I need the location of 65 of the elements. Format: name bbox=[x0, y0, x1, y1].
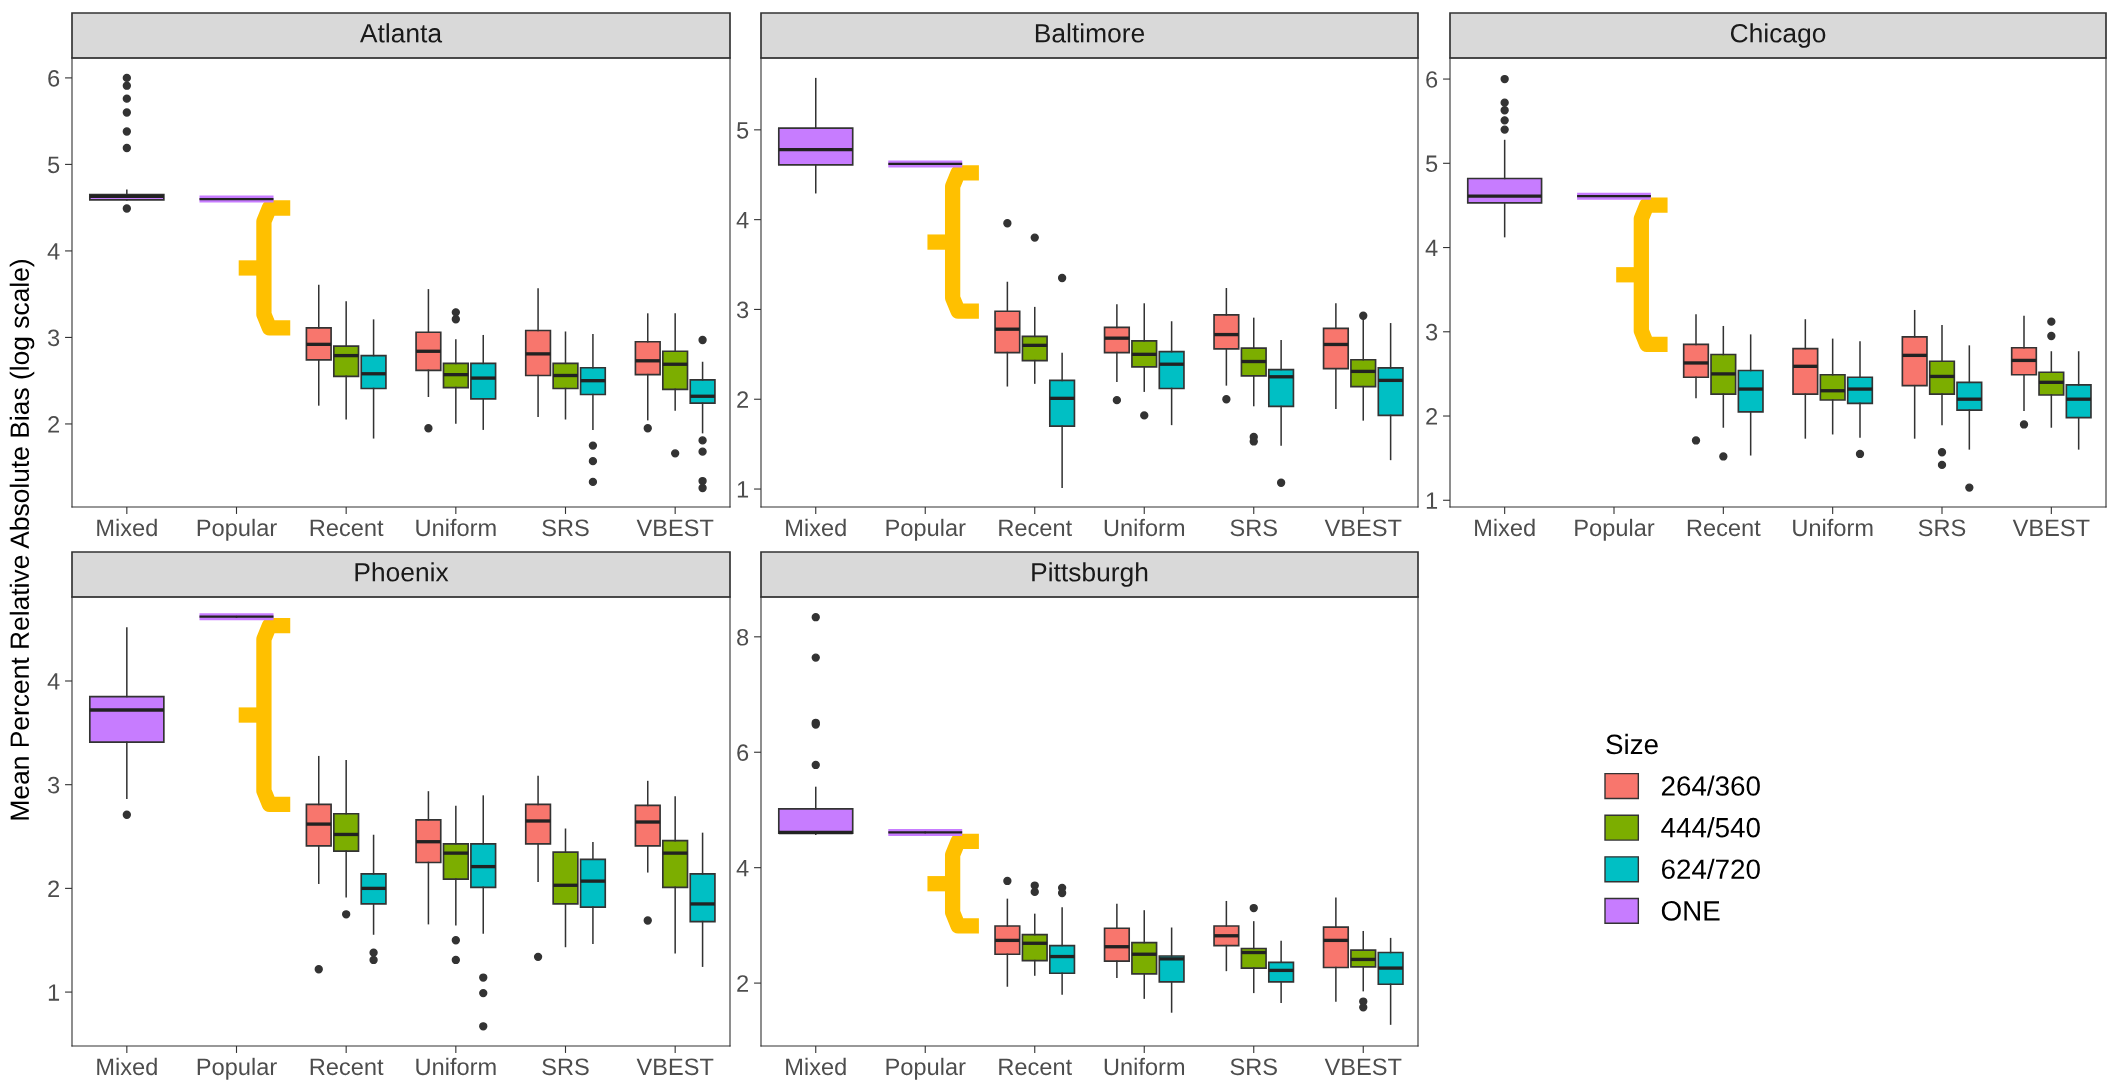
y-tick-label: 5 bbox=[737, 122, 749, 139]
y-tick-label: 2 bbox=[1426, 408, 1438, 425]
x-tick-label: Mixed bbox=[97, 518, 157, 537]
x-tick-label: Recent bbox=[310, 519, 384, 537]
x-tick-label: VBEST bbox=[2012, 519, 2090, 537]
chart-title: Chicago bbox=[1730, 23, 1826, 48]
y-tick-label: 1 bbox=[737, 481, 749, 498]
x-tick-label: Mixed bbox=[786, 518, 846, 537]
y-tick-label: 2 bbox=[48, 416, 60, 433]
y-axis-title: Mean Percent Relative Absolute Bias (log scale) bbox=[9, 260, 35, 820]
x-tick-label: SRS bbox=[1230, 1058, 1277, 1076]
y-tick-label: 3 bbox=[47, 329, 60, 347]
chart-title: Atlanta bbox=[359, 23, 443, 43]
y-tick-label: 6 bbox=[48, 69, 60, 87]
y-tick-label: 8 bbox=[737, 628, 749, 646]
y-tick-label: 3 bbox=[47, 776, 60, 794]
x-tick-label: Popular bbox=[1575, 518, 1655, 541]
y-tick-label: 1 bbox=[48, 984, 60, 1001]
y-tick-label: 5 bbox=[1426, 155, 1438, 173]
legend-label: ONE bbox=[1661, 900, 1720, 921]
legend-label: 444/540 bbox=[1661, 817, 1760, 838]
legend-title: Size bbox=[1606, 733, 1658, 755]
x-tick-label: SRS bbox=[542, 519, 589, 537]
x-tick-label: Recent bbox=[310, 1058, 384, 1076]
x-tick-label: Recent bbox=[999, 1058, 1072, 1076]
y-tick-label: 4 bbox=[47, 243, 60, 260]
x-tick-label: VBEST bbox=[636, 519, 714, 537]
y-tick-label: 4 bbox=[1425, 239, 1438, 257]
chart-title: Phoenix bbox=[355, 562, 449, 582]
legend-label: 624/720 bbox=[1661, 858, 1760, 880]
x-tick-label: Popular bbox=[886, 518, 966, 541]
x-tick-label: Popular bbox=[886, 1057, 966, 1080]
x-tick-label: Uniform bbox=[416, 518, 496, 537]
x-tick-label: Uniform bbox=[1793, 518, 1873, 537]
y-tick-label: 5 bbox=[48, 156, 60, 174]
x-tick-label: Mixed bbox=[1475, 518, 1535, 537]
y-tick-label: 2 bbox=[48, 880, 60, 897]
x-tick-label: SRS bbox=[1230, 519, 1277, 537]
y-tick-label: 6 bbox=[737, 744, 749, 762]
x-tick-label: Uniform bbox=[1104, 1057, 1185, 1076]
chart-title: Baltimore bbox=[1035, 23, 1145, 43]
x-tick-label: Popular bbox=[197, 1057, 277, 1080]
x-tick-label: Mixed bbox=[97, 1057, 157, 1076]
y-tick-label: 1 bbox=[1426, 492, 1438, 509]
x-tick-label: Uniform bbox=[416, 1057, 496, 1076]
chart-title: Pittsburgh bbox=[1032, 562, 1148, 587]
x-tick-label: Popular bbox=[197, 518, 277, 541]
y-tick-label: 6 bbox=[1426, 71, 1438, 88]
legend-label: 264/360 bbox=[1661, 775, 1760, 796]
x-tick-label: VBEST bbox=[1324, 519, 1402, 537]
y-tick-label: 3 bbox=[1425, 323, 1438, 341]
x-tick-label: Mixed bbox=[786, 1057, 846, 1076]
x-tick-label: Recent bbox=[999, 519, 1072, 537]
y-tick-label: 4 bbox=[736, 211, 749, 229]
y-tick-label: 4 bbox=[47, 673, 60, 690]
y-tick-label: 2 bbox=[737, 391, 749, 408]
x-tick-label: VBEST bbox=[1324, 1058, 1402, 1076]
y-tick-label: 2 bbox=[737, 975, 749, 992]
y-tick-label: 4 bbox=[736, 859, 749, 877]
x-tick-label: SRS bbox=[1918, 519, 1966, 537]
x-tick-label: SRS bbox=[542, 1058, 589, 1076]
x-tick-label: Uniform bbox=[1104, 518, 1185, 537]
y-tick-label: 3 bbox=[736, 301, 749, 319]
x-tick-label: Recent bbox=[1687, 519, 1761, 537]
x-tick-label: VBEST bbox=[636, 1058, 714, 1076]
